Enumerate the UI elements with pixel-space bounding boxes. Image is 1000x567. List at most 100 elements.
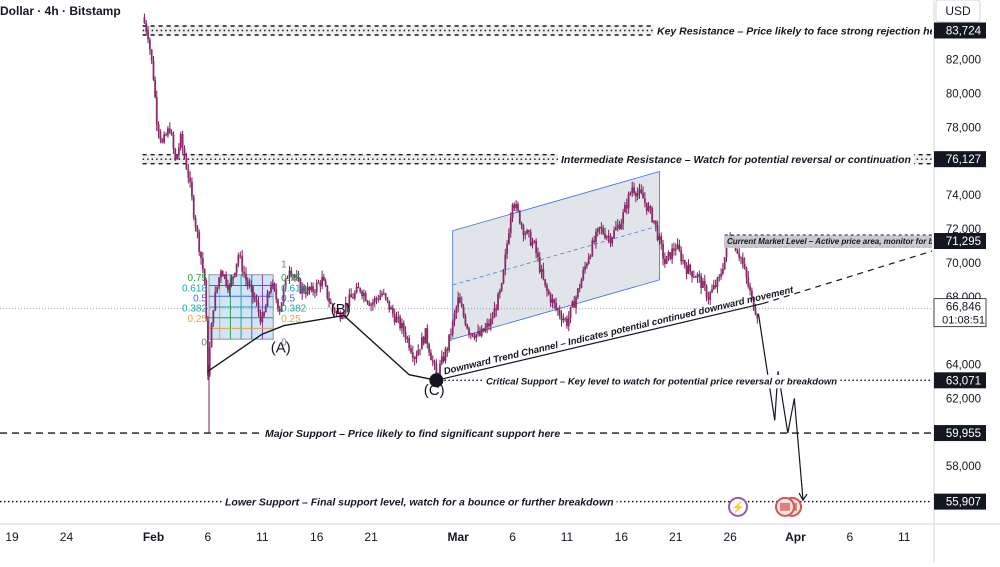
fib-label: 0.75 (188, 273, 208, 284)
candle-body (506, 243, 508, 255)
candle-body (582, 269, 585, 280)
candle-body (571, 301, 574, 307)
x-tick-label: 21 (364, 530, 378, 544)
candle-body (627, 194, 630, 209)
candle-body (566, 318, 568, 327)
candle-body (357, 286, 360, 289)
candle-body (712, 285, 715, 290)
candle-body (440, 356, 443, 364)
candle-body (752, 297, 755, 310)
candle-body (411, 352, 414, 358)
candle-body (198, 231, 201, 252)
candle-body (401, 323, 403, 329)
candle-body (596, 228, 599, 232)
candle-body (417, 349, 420, 356)
candle-body (475, 333, 478, 339)
candle-body (331, 303, 334, 309)
candle-body (237, 255, 240, 264)
candle-body (422, 337, 425, 344)
level-price-tag (934, 22, 986, 39)
candle-body (493, 308, 496, 318)
price-axis[interactable] (932, 0, 1000, 562)
candle-body (168, 128, 171, 133)
candle-body (161, 139, 164, 143)
candle-body (556, 308, 559, 311)
candle-body (707, 297, 710, 300)
candle-body (419, 349, 421, 351)
time-axis[interactable] (0, 525, 932, 562)
candle-body (397, 316, 400, 318)
level-label: Lower Support – Final support level, wat… (225, 497, 614, 509)
candle-body (183, 148, 186, 158)
candle-body (711, 289, 713, 293)
candle-body (518, 210, 521, 224)
candle-body (221, 271, 224, 277)
candle-body (176, 154, 178, 160)
candle-body (491, 317, 494, 320)
x-tick-label: 6 (205, 530, 212, 544)
candle-body (319, 282, 322, 287)
candle-body (691, 271, 693, 277)
candle-body (393, 313, 396, 323)
candle-body (353, 292, 356, 299)
candle-body (524, 233, 527, 235)
event-lightning-icon[interactable] (728, 496, 748, 517)
candle-body (754, 309, 757, 315)
candle-body (457, 297, 460, 308)
candle-body (216, 286, 219, 293)
candle-body (578, 288, 581, 290)
candle-body (326, 285, 329, 299)
candle-body (225, 274, 228, 285)
candle-body (192, 196, 195, 218)
candle-body (223, 274, 226, 277)
candle-body (546, 285, 548, 291)
candle-body (315, 282, 318, 293)
candle-body (607, 235, 610, 237)
candle-body (740, 257, 742, 259)
candle-body (604, 233, 606, 239)
candle-body (273, 283, 276, 290)
channel-midline (452, 225, 660, 286)
fib-label: 0.25 (188, 314, 208, 325)
x-tick-label: Feb (143, 530, 164, 544)
candle-body (413, 357, 416, 360)
level-price-label: 55,907 (946, 497, 981, 509)
x-tick-label: 19 (5, 530, 19, 544)
level-label-bg (558, 152, 914, 168)
y-tick-label: 70,000 (946, 258, 981, 270)
fib-label: 1 (281, 260, 287, 271)
candle-body (284, 278, 287, 289)
candle-body (640, 189, 643, 193)
candle-body (165, 134, 167, 136)
candle-body (589, 255, 592, 258)
candle-body (654, 220, 657, 226)
currency-label: USD (945, 4, 971, 18)
candle-body (220, 271, 222, 278)
candle-body (555, 303, 557, 309)
candle-body (257, 302, 260, 312)
x-tick-label: 24 (60, 530, 74, 544)
candle-body (439, 363, 441, 377)
x-tick-label: 6 (846, 530, 853, 544)
candle-body (185, 157, 188, 170)
fib-label: 0 (201, 338, 207, 349)
candle-body (410, 348, 412, 353)
level-price-tag (934, 372, 986, 389)
candle-body (618, 224, 621, 230)
candle-body (303, 286, 305, 293)
candle-body (451, 320, 454, 335)
candle-body (716, 277, 719, 287)
level-price-tag (934, 233, 986, 250)
candle-body (435, 364, 438, 375)
candle-body (148, 39, 151, 50)
candle-body (317, 282, 320, 284)
candle-body (288, 270, 291, 279)
candle-body (644, 198, 646, 203)
candle-body (299, 279, 302, 294)
currency-button[interactable] (935, 0, 981, 23)
candle-body (280, 302, 283, 312)
candle-body (558, 310, 561, 316)
candle-body (406, 338, 409, 340)
